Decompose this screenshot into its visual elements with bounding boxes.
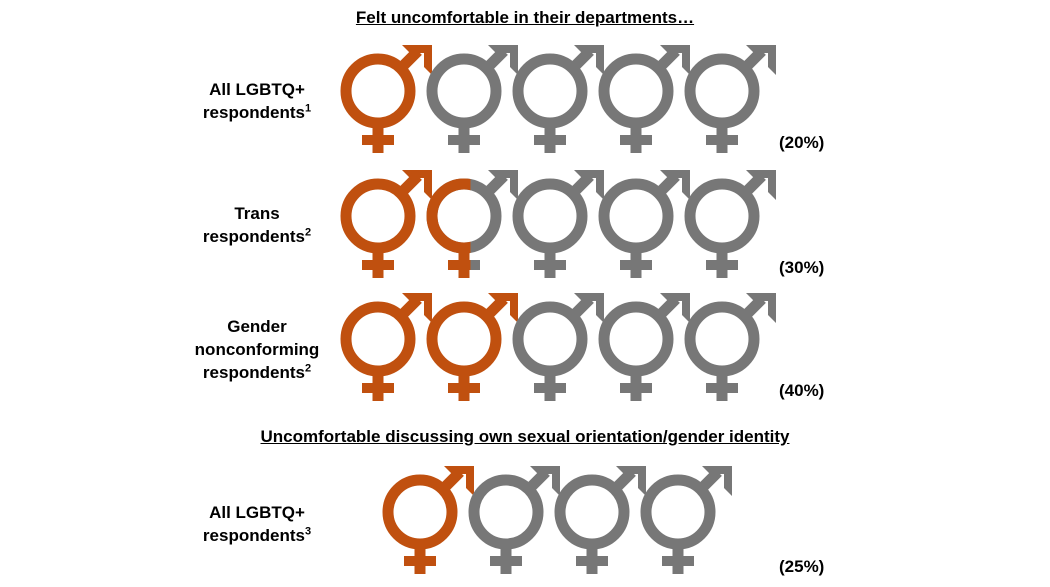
icon-r1-i4 bbox=[684, 170, 776, 278]
icon-r3-i1 bbox=[468, 466, 560, 574]
percent-label-gender-nonconforming: (40%) bbox=[779, 381, 825, 400]
icon-r0-i0 bbox=[340, 45, 432, 153]
icon-r3-i3 bbox=[640, 466, 732, 574]
row-label-line: All LGBTQ+ bbox=[209, 503, 305, 522]
row-label-line: respondents3 bbox=[202, 525, 312, 545]
row-label-gender-nonconforming: Gender nonconforming respondents2 bbox=[157, 315, 357, 384]
icon-r0-i2 bbox=[512, 45, 604, 153]
row-label-line: nonconforming bbox=[194, 340, 320, 359]
icon-r0-i1 bbox=[426, 45, 518, 153]
icon-r0-i4 bbox=[684, 45, 776, 153]
icon-r2-i2 bbox=[512, 293, 604, 401]
row-label-line: respondents2 bbox=[202, 362, 312, 382]
footnote-marker: 3 bbox=[304, 525, 312, 538]
section-title-departments: Felt uncomfortable in their departments… bbox=[355, 8, 695, 27]
row-label-line: Gender bbox=[227, 317, 287, 336]
percent-label-all-lgbtq-discussing: (25%) bbox=[779, 557, 825, 576]
row-label-line: Trans bbox=[234, 204, 280, 223]
icon-r3-i2 bbox=[554, 466, 646, 574]
section-title-discussing: Uncomfortable discussing own sexual orie… bbox=[260, 427, 790, 446]
icon-r1-i0 bbox=[340, 170, 432, 278]
row-label-line: All LGBTQ+ bbox=[209, 80, 305, 99]
percent-label-trans: (30%) bbox=[779, 258, 825, 277]
icon-r2-i4 bbox=[684, 293, 776, 401]
row-label-all-lgbtq: All LGBTQ+ respondents1 bbox=[157, 78, 357, 124]
icon-r2-i0 bbox=[340, 293, 432, 401]
row-label-all-lgbtq-discussing: All LGBTQ+ respondents3 bbox=[157, 501, 357, 547]
footnote-marker: 1 bbox=[304, 102, 312, 115]
icon-r0-i3 bbox=[598, 45, 690, 153]
row-label-line: respondents2 bbox=[202, 226, 312, 246]
icon-r2-i3 bbox=[598, 293, 690, 401]
icon-r3-i0 bbox=[382, 466, 474, 574]
footnote-marker: 2 bbox=[304, 362, 312, 375]
row-label-line: respondents1 bbox=[202, 102, 312, 122]
icon-r1-i2 bbox=[512, 170, 604, 278]
row-label-trans: Trans respondents2 bbox=[157, 202, 357, 248]
icon-r2-i1 bbox=[426, 293, 518, 401]
icon-r1-i3 bbox=[598, 170, 690, 278]
icon-r1-i1 bbox=[426, 170, 518, 278]
footnote-marker: 2 bbox=[304, 226, 312, 239]
percent-label-all-lgbtq: (20%) bbox=[779, 133, 825, 152]
